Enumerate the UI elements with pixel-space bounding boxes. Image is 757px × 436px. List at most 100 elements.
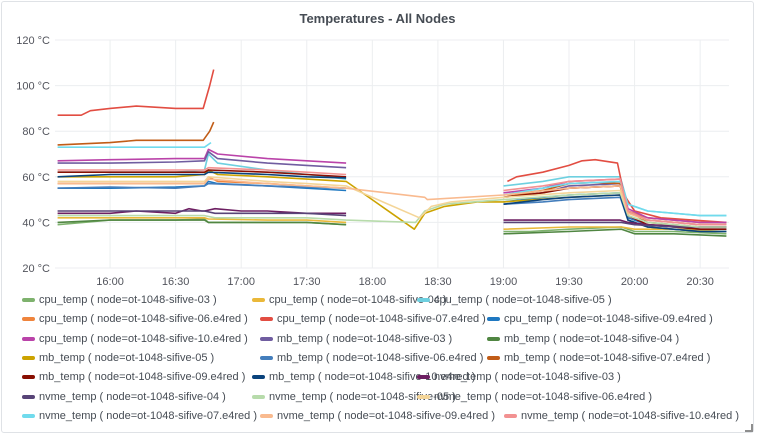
legend-swatch <box>417 394 430 399</box>
y-tick-label: 60 °C <box>22 172 50 184</box>
legend-swatch <box>504 413 517 418</box>
legend-label: mb_temp ( node=ot-1048-sifive-07.e4red ) <box>504 351 711 364</box>
x-tick-label: 20:30 <box>686 276 714 288</box>
legend-label: nvme_temp ( node=ot-1048-sifive-06.e4red… <box>434 390 652 403</box>
legend-item[interactable]: cpu_temp ( node=ot-1048-sifive-07.e4red … <box>260 313 486 325</box>
legend-item[interactable]: cpu_temp ( node=ot-1048-sifive-06.e4red … <box>22 313 248 325</box>
legend-swatch <box>260 317 273 322</box>
y-tick-label: 40 °C <box>22 217 50 229</box>
legend-item[interactable]: mb_temp ( node=ot-1048-sifive-06.e4red ) <box>260 352 483 364</box>
series-line-8[interactable] <box>57 219 347 226</box>
legend-swatch <box>252 394 265 399</box>
chart-grid <box>55 39 729 269</box>
series-line-13[interactable] <box>57 171 347 179</box>
legend-label: cpu_temp ( node=ot-1048-sifive-09.e4red … <box>504 313 713 326</box>
series-line-4[interactable] <box>507 158 727 224</box>
chart-series-lines <box>57 69 727 237</box>
legend-swatch <box>22 413 35 418</box>
x-tick-label: 17:00 <box>227 276 255 288</box>
series-line-13[interactable] <box>503 194 727 233</box>
legend-item[interactable]: cpu_temp ( node=ot-1048-sifive-09.e4red … <box>487 313 713 325</box>
legend-label: cpu_temp ( node=ot-1048-sifive-03 ) <box>39 294 217 306</box>
legend-label: mb_temp ( node=ot-1048-sifive-09.e4red ) <box>39 371 246 384</box>
legend-swatch <box>22 336 35 341</box>
legend-swatch <box>487 336 500 341</box>
legend-label: nvme_temp ( node=ot-1048-sifive-05 ) <box>269 390 456 403</box>
x-tick-label: 19:00 <box>490 276 518 288</box>
panel-title[interactable]: Temperatures - All Nodes <box>299 11 456 26</box>
series-line-4[interactable] <box>57 69 215 116</box>
legend-swatch <box>22 394 35 399</box>
series-line-20[interactable] <box>503 178 727 226</box>
series-line-12[interactable] <box>57 169 347 178</box>
series-line-1[interactable] <box>57 217 347 224</box>
legend-swatch <box>487 317 500 322</box>
legend-label: nvme_temp ( node=ot-1048-sifive-07.e4red… <box>39 409 257 422</box>
legend-swatch <box>252 375 265 380</box>
legend-swatch <box>22 317 35 322</box>
legend-item[interactable]: nvme_temp ( node=ot-1048-sifive-10.e4red… <box>504 410 739 422</box>
legend-label: cpu_temp ( node=ot-1048-sifive-05 ) <box>434 294 612 306</box>
x-tick-label: 18:00 <box>359 276 387 288</box>
legend-label: nvme_temp ( node=ot-1048-sifive-04 ) <box>39 390 226 403</box>
legend-item[interactable]: cpu_temp ( node=ot-1048-sifive-10.e4red … <box>22 333 248 345</box>
legend-item[interactable]: mb_temp ( node=ot-1048-sifive-07.e4red ) <box>487 352 710 364</box>
series-line-8[interactable] <box>503 228 727 237</box>
legend-label: mb_temp ( node=ot-1048-sifive-05 ) <box>39 351 215 364</box>
resize-handle-icon[interactable] <box>745 424 753 432</box>
legend-label: nvme_temp ( node=ot-1048-sifive-10.e4red… <box>521 409 739 422</box>
legend-swatch <box>252 298 265 302</box>
legend-swatch <box>22 375 35 380</box>
legend-item[interactable]: mb_temp ( node=ot-1048-sifive-10.e4red ) <box>252 371 475 383</box>
legend-item[interactable]: nvme_temp ( node=ot-1048-sifive-03 ) <box>417 371 621 383</box>
legend-item[interactable]: nvme_temp ( node=ot-1048-sifive-04 ) <box>22 391 226 403</box>
y-tick-label: 20 °C <box>22 263 50 275</box>
series-line-11[interactable] <box>57 121 215 146</box>
legend-swatch <box>487 355 500 360</box>
legend-label: mb_temp ( node=ot-1048-sifive-03 ) <box>277 332 453 345</box>
legend-item[interactable]: nvme_temp ( node=ot-1048-sifive-06.e4red… <box>417 391 652 403</box>
legend-item[interactable]: cpu_temp ( node=ot-1048-sifive-04 ) <box>252 294 447 306</box>
legend-swatch <box>22 298 35 302</box>
legend-swatch <box>260 336 273 341</box>
series-line-15[interactable] <box>503 221 727 228</box>
y-axis: 120 °C 100 °C 80 °C 60 °C 40 °C 20 °C <box>16 35 50 275</box>
y-tick-label: 120 °C <box>16 35 50 47</box>
legend-label: mb_temp ( node=ot-1048-sifive-10.e4red ) <box>269 371 476 384</box>
series-line-10[interactable] <box>57 182 347 189</box>
legend-label: nvme_temp ( node=ot-1048-sifive-09.e4red… <box>277 409 495 422</box>
series-line-20[interactable] <box>57 166 347 176</box>
legend-item[interactable]: cpu_temp ( node=ot-1048-sifive-03 ) <box>22 294 217 306</box>
series-line-19[interactable] <box>57 178 727 226</box>
series-line-7[interactable] <box>57 150 347 169</box>
legend-label: cpu_temp ( node=ot-1048-sifive-10.e4red … <box>39 332 248 345</box>
legend-swatch <box>260 413 273 418</box>
legend-item[interactable]: mb_temp ( node=ot-1048-sifive-04 ) <box>487 333 679 345</box>
x-tick-label: 18:30 <box>424 276 452 288</box>
legend-item[interactable]: nvme_temp ( node=ot-1048-sifive-07.e4red… <box>22 410 257 422</box>
legend-item[interactable]: mb_temp ( node=ot-1048-sifive-03 ) <box>260 333 452 345</box>
legend-item[interactable]: mb_temp ( node=ot-1048-sifive-05 ) <box>22 352 214 364</box>
legend-label: cpu_temp ( node=ot-1048-sifive-06.e4red … <box>39 313 248 326</box>
legend-label: cpu_temp ( node=ot-1048-sifive-07.e4red … <box>277 313 486 326</box>
legend-item[interactable]: mb_temp ( node=ot-1048-sifive-09.e4red ) <box>22 371 245 383</box>
series-line-18[interactable] <box>57 141 212 148</box>
legend-swatch <box>417 298 430 302</box>
series-line-15[interactable] <box>57 210 347 217</box>
x-tick-label: 16:00 <box>96 276 124 288</box>
legend-label: cpu_temp ( node=ot-1048-sifive-04 ) <box>269 294 447 306</box>
x-tick-label: 17:30 <box>293 276 321 288</box>
legend-label: mb_temp ( node=ot-1048-sifive-06.e4red ) <box>277 351 484 364</box>
x-axis: 16:00 16:30 17:00 17:30 18:00 18:30 19:00 19:30… <box>96 276 714 288</box>
legend-item[interactable]: nvme_temp ( node=ot-1048-sifive-05 ) <box>252 391 456 403</box>
legend-item[interactable]: nvme_temp ( node=ot-1048-sifive-09.e4red… <box>260 410 495 422</box>
y-tick-label: 100 °C <box>16 81 50 93</box>
legend-swatch <box>260 355 273 360</box>
x-tick-label: 20:00 <box>621 276 649 288</box>
series-line-6[interactable] <box>57 148 347 164</box>
x-tick-label: 16:30 <box>162 276 190 288</box>
legend-label: mb_temp ( node=ot-1048-sifive-04 ) <box>504 332 680 345</box>
legend-item[interactable]: cpu_temp ( node=ot-1048-sifive-05 ) <box>417 294 612 306</box>
x-tick-label: 19:30 <box>555 276 583 288</box>
